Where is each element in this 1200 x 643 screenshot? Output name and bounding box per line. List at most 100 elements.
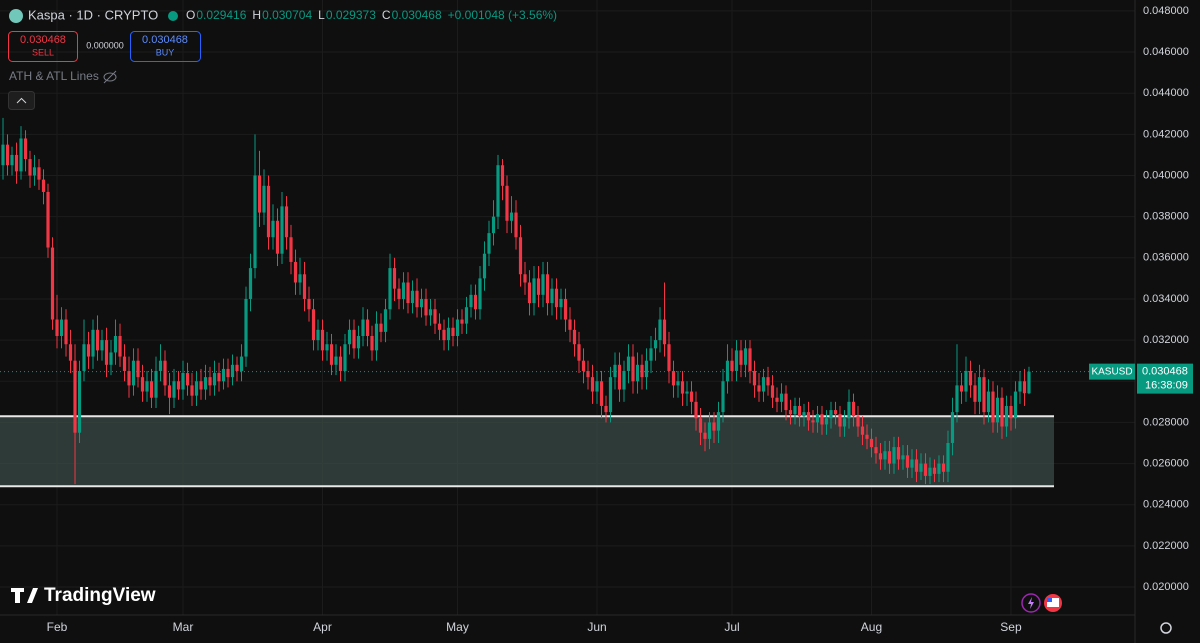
candle-body [406,282,410,304]
candle-body [401,282,406,299]
candle-body [802,412,806,417]
x-tick-label: Jul [724,620,739,634]
hide-icon[interactable] [103,70,117,84]
candle-body [995,397,1000,423]
candle-body [442,329,446,341]
candle-body [41,179,46,192]
candle-body [842,418,847,427]
candle-body [347,329,352,345]
candle-body [955,385,959,413]
candle-body [149,381,154,398]
candle-body [343,344,347,371]
candle-body [203,377,208,390]
y-tick-label: 0.040000 [1143,169,1189,181]
candle-body [532,278,536,304]
candle-body [293,261,298,283]
candle-body [320,329,325,351]
candle-body [860,426,865,435]
candle-body [622,370,626,390]
y-tick-label: 0.034000 [1143,293,1189,305]
candle-body [523,274,527,283]
candle-body [541,274,545,295]
candle-body [901,455,905,460]
candle-body [172,381,176,398]
candle-body [1013,391,1018,419]
y-tick-label: 0.022000 [1143,540,1189,552]
candle-body [770,385,775,398]
lightning-icon[interactable] [1021,593,1041,613]
y-tick-label: 0.028000 [1143,416,1189,428]
candle-body [176,381,181,390]
candle-body [482,253,487,279]
candle-body [865,434,869,439]
candle-body [298,274,302,283]
axes: 0.048000 0.046000 0.044000 0.042000 0.040000… [47,5,1193,634]
candle-body [964,370,968,392]
flag-glyph [1047,598,1052,602]
candle-body [851,401,856,417]
candle-body [478,278,482,310]
candle-body [428,309,433,316]
candle-body [604,405,608,413]
candle-body [455,319,460,336]
candle-body [883,451,887,460]
indicator-name[interactable]: ATH & ATL Lines [9,69,99,83]
candle-body [923,463,928,476]
candle-body [586,370,590,378]
candle-body [811,420,815,423]
x-tick-label: Mar [173,620,194,634]
candle-body [595,381,599,392]
candle-body [806,412,811,421]
candle-body [37,167,41,180]
candle-body [104,340,109,365]
y-tick-label: 0.046000 [1143,46,1189,58]
brand-logo [11,588,38,603]
candle-body [527,282,532,304]
candle-body [874,447,878,454]
candle-body [50,247,55,320]
candle-body [698,418,703,433]
candle-body [235,364,239,371]
candle-body [640,364,644,378]
candle-body [658,319,662,341]
candle-body [653,340,658,349]
buy-button[interactable] [130,31,201,62]
candle-body [550,288,554,304]
settings-icon[interactable] [1160,622,1172,634]
candle-body [419,298,424,308]
candle-body [694,401,698,419]
candle-body [599,381,604,406]
candle-body [302,274,307,299]
symbol-title[interactable]: Kaspa · 1D · CRYPTO [28,7,158,22]
candle-body [433,309,437,324]
candle-body [410,290,415,304]
candle-body [383,309,388,332]
candle-body [833,410,838,415]
collapse-icon [16,97,27,104]
candle-body [118,335,122,357]
collapse-button[interactable] [8,91,35,110]
candle-body [415,290,419,308]
candle-body [667,344,671,371]
symbol-tag-text: KASUSD [1091,366,1132,377]
candle-body [257,175,262,213]
candle-body [221,368,226,382]
candle-body [325,344,329,351]
candle-body [608,377,613,413]
candle-body [352,329,356,349]
candle-body [122,356,127,371]
candle-body [977,377,982,402]
candle-body [982,377,986,413]
candle-body [932,467,937,474]
candle-body [847,401,851,419]
candle-body [464,307,469,324]
candles [1,117,1031,485]
y-tick-label: 0.020000 [1143,581,1189,593]
candle-body [140,377,145,392]
symbol-icon [9,9,23,23]
x-tick-label: Sep [1000,620,1022,634]
candle-body [23,138,28,160]
sell-button[interactable] [8,31,78,62]
candle-body [829,410,833,419]
